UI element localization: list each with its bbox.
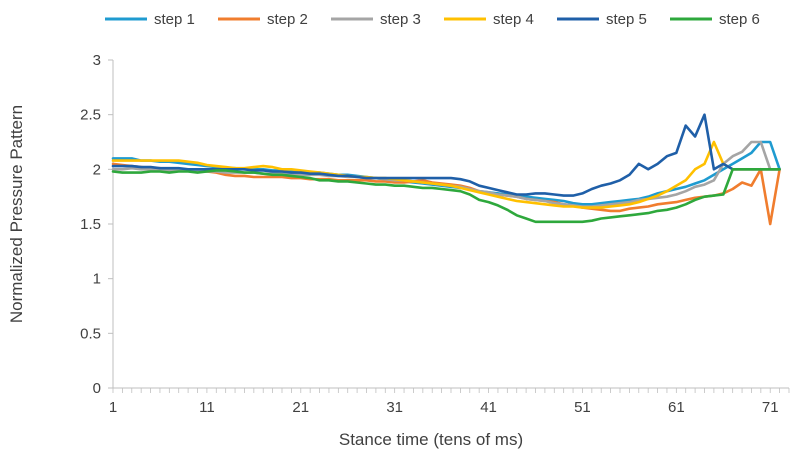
series-lines [111,113,781,226]
x-tick-label: 31 [386,399,403,416]
x-tick-label: 21 [292,399,309,416]
legend-label-step-6: step 6 [719,11,760,28]
x-axis-ticks: 1 11 21 31 41 51 61 71 [109,388,790,416]
legend-label-step-3: step 3 [380,11,421,28]
legend-label-step-5: step 5 [606,11,647,28]
x-tick-label: 71 [762,399,779,416]
x-tick-label: 51 [574,399,591,416]
x-tick-label: 1 [109,399,117,416]
x-axis-title: Stance time (tens of ms) [339,430,523,449]
legend-label-step-4: step 4 [493,11,534,28]
series-line-step-4 [111,140,781,209]
y-axis-ticks: 0 0.5 1 1.5 2 2.5 3 [80,52,113,397]
series-line-step-3 [111,140,781,208]
legend-label-step-1: step 1 [154,11,195,28]
y-tick-label: 0 [93,380,101,397]
y-tick-label: 3 [93,52,101,69]
y-tick-label: 0.5 [80,325,101,342]
y-tick-label: 1 [93,271,101,288]
x-tick-label: 41 [480,399,497,416]
x-tick-label: 61 [668,399,685,416]
series-line-step-6 [111,168,781,224]
y-axis-title: Normalized Pressure Pattern [7,105,26,323]
y-tick-label: 2.5 [80,107,101,124]
y-tick-label: 1.5 [80,216,101,233]
y-tick-label: 2 [93,161,101,178]
legend: step 1 step 2 step 3 step 4 step 5 step 6 [105,11,760,28]
legend-label-step-2: step 2 [267,11,308,28]
x-tick-label: 11 [199,399,215,416]
